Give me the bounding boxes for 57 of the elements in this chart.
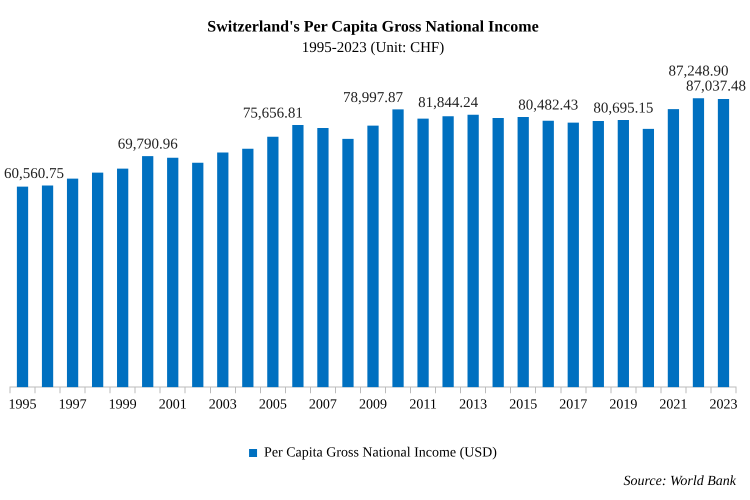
bar (668, 109, 680, 388)
x-tick-label: 2005 (258, 397, 287, 412)
chart-subtitle: 1995-2023 (Unit: CHF) (302, 40, 444, 56)
x-tick-label: 2015 (509, 397, 538, 412)
bar (192, 162, 204, 388)
data-label: 80,482.43 (518, 97, 578, 114)
bar (367, 126, 379, 388)
bar (142, 156, 154, 388)
bar (442, 116, 454, 388)
x-tick-label: 2013 (459, 397, 488, 412)
bar (542, 120, 554, 388)
x-tick-label: 1995 (8, 397, 37, 412)
bar (718, 99, 730, 388)
bar (417, 118, 429, 388)
source-note: Source: World Bank (624, 474, 736, 490)
bar (618, 120, 629, 388)
bar (568, 122, 579, 388)
bar (468, 114, 479, 388)
x-tick-label: 2019 (609, 397, 638, 412)
x-tick-label: 2021 (659, 397, 688, 412)
data-label: 69,790.96 (118, 136, 178, 153)
x-tick-label: 2007 (308, 397, 337, 412)
bar (518, 117, 529, 388)
bar (592, 120, 604, 388)
bar (642, 128, 654, 388)
data-label: 81,844.24 (418, 95, 479, 112)
bar (16, 186, 28, 388)
x-tick-label: 2001 (158, 397, 187, 412)
bar (217, 152, 228, 388)
bar (692, 98, 704, 388)
bar (92, 172, 104, 388)
bar (292, 124, 304, 388)
data-label: 87,037.48 (686, 78, 746, 95)
bar (342, 138, 354, 388)
bar (492, 118, 504, 388)
data-label: 80,695.15 (593, 100, 654, 116)
bar (392, 109, 404, 388)
bar (66, 178, 78, 388)
x-tick-label: 2017 (559, 397, 588, 412)
bar (267, 136, 278, 388)
x-tick-label: 1997 (58, 397, 87, 412)
x-tick-label: 2009 (359, 397, 387, 412)
data-label: 87,248.90 (668, 64, 728, 80)
x-tick-label: 2003 (208, 397, 237, 412)
x-tick-label: 2023 (709, 397, 738, 412)
x-tick-label: 1999 (108, 397, 137, 412)
bar (317, 128, 329, 388)
bar (117, 168, 128, 388)
chart-title: Switzerland's Per Capita Gross National Income (207, 18, 539, 36)
legend-label: Per Capita Gross National Income (USD) (264, 446, 498, 461)
bar (42, 186, 54, 388)
x-tick-label: 2011 (409, 397, 437, 412)
data-label: 78,997.87 (343, 90, 404, 106)
bar (167, 158, 178, 388)
bar (242, 148, 254, 388)
data-label: 75,656.81 (242, 105, 303, 122)
data-label: 60,560.75 (4, 166, 64, 182)
